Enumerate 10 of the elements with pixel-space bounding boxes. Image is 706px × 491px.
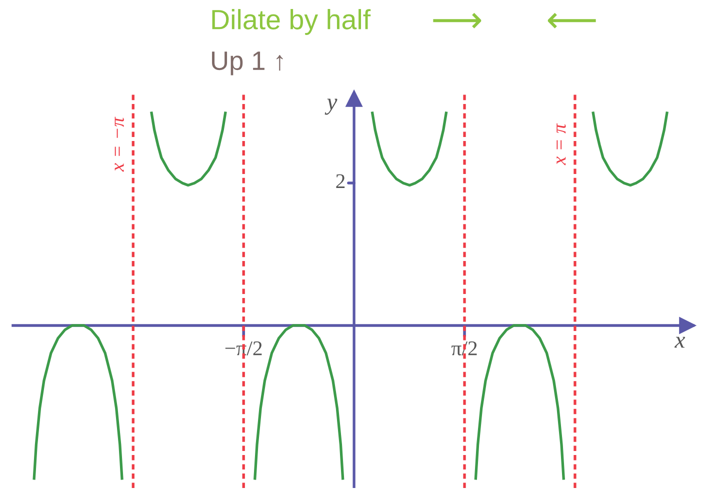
ref-line-label: x = π <box>556 123 566 166</box>
annotation: 2 <box>336 174 345 188</box>
text: ⟶ <box>433 12 482 28</box>
chart-subtitle: Up 1 ↑ <box>212 52 283 76</box>
chart-title: Dilate by half <box>212 9 371 35</box>
ref-line-label: x = −π <box>114 116 124 172</box>
x-tick-label: π/2 <box>451 341 477 356</box>
x-axis-title: x <box>674 336 686 348</box>
text: ⟵ <box>548 12 596 28</box>
y-axis-title: y <box>324 98 338 115</box>
